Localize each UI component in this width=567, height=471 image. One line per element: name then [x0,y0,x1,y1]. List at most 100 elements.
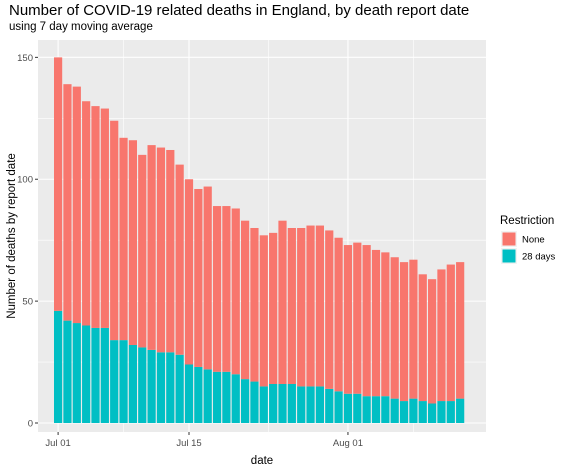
bar-none [82,101,91,326]
bar-28-days [222,371,231,423]
bar-28-days [381,396,390,423]
legend-swatch [502,249,516,263]
bar-28-days [371,396,381,423]
y-tick-label: 150 [17,53,33,64]
bar-28-days [418,401,427,423]
y-tick-label: 0 [28,419,33,430]
bar-28-days [100,327,109,423]
legend: Restriction None 28 days [500,215,556,264]
bar-28-days [82,325,91,423]
bar-none [241,220,250,380]
bar-none [362,245,371,397]
bar-28-days [353,393,362,423]
legend-label: None [522,235,545,246]
bar-28-days [446,401,455,423]
bar-28-days [269,383,278,423]
bar-28-days [110,340,119,423]
bar-28-days [194,366,203,423]
y-tick-label: 100 [17,175,33,186]
bar-28-days [212,371,222,423]
legend-label: 28 days [522,252,556,263]
bar-none [250,227,259,382]
bar-28-days [278,383,287,423]
bar-none [399,262,409,402]
bar-28-days [297,386,306,423]
bar-none [353,242,362,394]
bar-28-days [166,352,175,423]
bar-none [110,120,119,341]
bar-28-days [362,396,371,423]
bar-28-days [334,391,343,423]
x-axis-ticks: Jul 01 Jul 15 Aug 01 [45,432,363,449]
bar-28-days [399,401,409,423]
bar-none [203,186,212,370]
bar-none [156,147,166,353]
bar-none [147,145,156,350]
bar-28-days [203,369,212,423]
bar-none [194,188,203,367]
bar-28-days [147,349,156,423]
chart-subtitle: using 7 day moving average [9,21,153,33]
bar-28-days [138,347,147,423]
bar-none [184,179,194,365]
legend-title: Restriction [500,215,554,227]
bar-28-days [456,398,465,423]
bar-28-days [437,401,446,423]
bar-28-days [343,393,353,423]
bar-none [138,154,147,348]
bar-none [446,264,455,402]
bar-28-days [241,379,250,423]
bar-28-days [91,327,100,423]
bar-28-days [119,340,128,423]
bars [54,57,465,423]
bar-none [371,249,381,397]
legend-swatch [502,232,516,246]
bar-28-days [315,386,324,423]
bar-28-days [72,323,81,423]
x-tick-label: Aug 01 [333,438,363,449]
bar-28-days [184,364,194,423]
bar-28-days [175,354,184,423]
bar-none [381,252,390,397]
bar-none [91,106,100,328]
bar-28-days [409,398,418,423]
bar-none [390,257,399,399]
bar-28-days [428,403,437,423]
bar-28-days [231,374,240,423]
bar-28-days [250,381,259,423]
x-tick-label: Jul 01 [45,438,70,449]
bar-none [269,232,278,384]
bar-none [456,262,465,399]
bar-none [343,245,353,394]
bar-28-days [128,344,137,423]
bar-none [100,108,109,328]
bar-none [315,225,324,387]
bar-28-days [156,352,166,423]
bar-none [259,235,268,387]
x-axis-title: date [251,455,273,467]
x-tick-label: Jul 15 [176,438,201,449]
y-axis-ticks: 0 50 100 150 [17,53,38,430]
bar-28-days [306,386,315,423]
bar-28-days [390,398,399,423]
bar-none [306,225,315,387]
bar-none [418,274,427,402]
chart-title: Number of COVID-19 related deaths in Eng… [9,2,470,19]
bar-none [287,227,296,384]
bar-28-days [325,388,334,423]
bar-none [63,84,72,321]
bar-none [325,230,334,389]
bar-28-days [287,383,296,423]
y-tick-label: 50 [22,297,33,308]
bar-none [166,149,175,353]
bar-none [437,269,446,402]
bar-none [175,164,184,355]
bar-none [128,140,137,345]
bar-none [409,259,418,399]
y-axis-title: Number of deaths by report date [6,153,18,319]
bar-none [428,279,437,404]
bar-28-days [259,386,268,423]
bar-28-days [63,320,72,423]
bar-none [278,220,287,384]
